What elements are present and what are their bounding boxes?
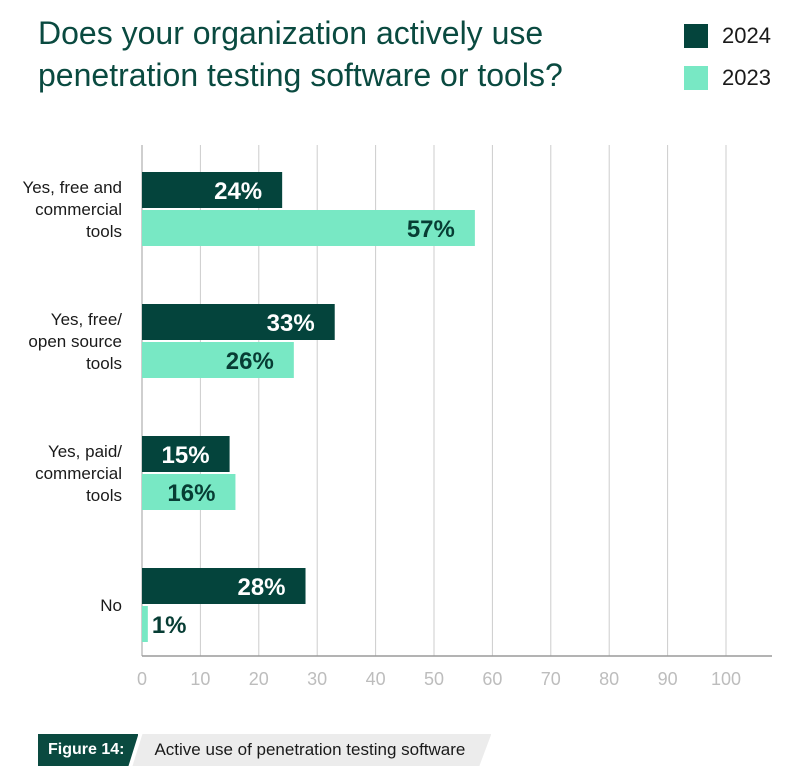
data-label-2023-1: 26% xyxy=(226,348,274,375)
data-label-2024-3: 28% xyxy=(237,574,285,601)
legend-item-2024: 2024 xyxy=(684,23,771,48)
bar-2023-0 xyxy=(142,210,475,246)
legend-label-2023: 2023 xyxy=(722,65,771,90)
bar-2023-1 xyxy=(142,342,294,378)
figure-caption-text: Active use of penetration testing softwa… xyxy=(132,734,491,766)
bar-2024-3 xyxy=(142,568,306,604)
x-tick-label-80: 80 xyxy=(599,669,619,689)
data-label-2024-0: 24% xyxy=(214,178,262,205)
x-tick-label-100: 100 xyxy=(711,669,741,689)
data-label-2023-0: 57% xyxy=(407,216,455,243)
x-tick-label-10: 10 xyxy=(190,669,210,689)
legend-item-2023: 2023 xyxy=(684,65,771,90)
category-label-1-line-0: Yes, free/ xyxy=(51,310,122,329)
bar-2024-0 xyxy=(142,172,283,208)
x-tick-label-60: 60 xyxy=(482,669,502,689)
legend-swatch-2024 xyxy=(684,24,708,48)
category-label-0-line-0: Yes, free and xyxy=(22,178,122,197)
category-label-2-line-0: Yes, paid/ xyxy=(48,442,122,461)
x-tick-label-70: 70 xyxy=(541,669,561,689)
category-label-1-line-2: tools xyxy=(86,354,122,373)
figure-label: Figure 14: xyxy=(38,734,138,766)
bar-2023-3 xyxy=(142,606,148,642)
x-tick-label-40: 40 xyxy=(366,669,386,689)
x-tick-label-20: 20 xyxy=(249,669,269,689)
x-tick-label-0: 0 xyxy=(137,669,147,689)
figure-caption: Figure 14: Active use of penetration tes… xyxy=(38,734,491,766)
x-tick-label-50: 50 xyxy=(424,669,444,689)
legend: 2024 2023 xyxy=(684,23,771,108)
category-label-0-line-2: tools xyxy=(86,222,122,241)
x-tick-label-90: 90 xyxy=(658,669,678,689)
bar-2023-2 xyxy=(142,474,236,510)
bar-2024-1 xyxy=(142,304,335,340)
data-label-2024-1: 33% xyxy=(267,310,315,337)
category-label-2-line-2: tools xyxy=(86,486,122,505)
data-label-2023-2: 16% xyxy=(167,480,215,507)
category-label-0-line-1: commercial xyxy=(35,200,122,219)
x-tick-label-30: 30 xyxy=(307,669,327,689)
data-label-2023-3: 1% xyxy=(152,612,187,639)
category-label-2-line-1: commercial xyxy=(35,464,122,483)
legend-label-2024: 2024 xyxy=(722,23,771,48)
bar-chart: 0 10 20 30 40 50 60 70 80 90 100 24% 57% Yes, free an… xyxy=(22,145,772,689)
data-label-2024-2: 15% xyxy=(162,442,210,469)
bar-2024-2 xyxy=(142,436,230,472)
legend-swatch-2023 xyxy=(684,66,708,90)
chart-title: Does your organization actively use pene… xyxy=(38,15,563,93)
category-label-1-line-1: open source xyxy=(28,332,122,351)
category-label-3-line-0: No xyxy=(100,596,122,615)
